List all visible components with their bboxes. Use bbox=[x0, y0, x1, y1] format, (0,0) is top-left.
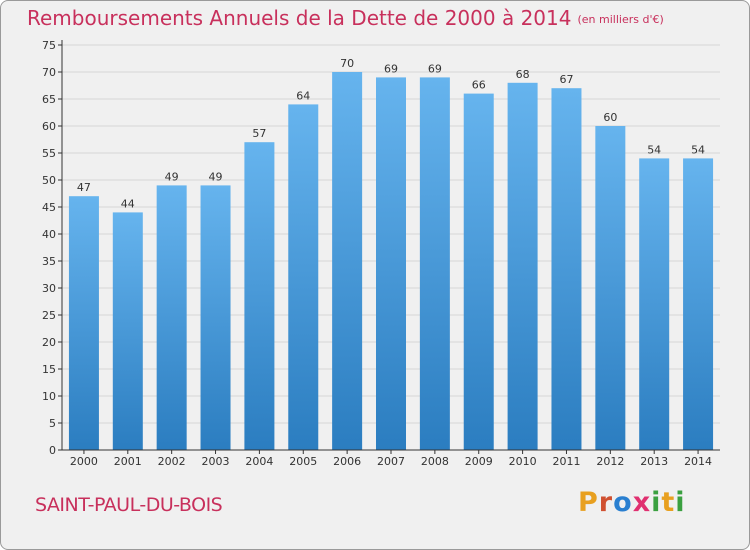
data-label: 49 bbox=[165, 170, 179, 183]
data-label: 69 bbox=[384, 62, 398, 75]
y-tick-label: 55 bbox=[42, 147, 56, 160]
x-tick-label: 2011 bbox=[552, 455, 580, 468]
x-tick-label: 2003 bbox=[202, 455, 230, 468]
y-tick-label: 20 bbox=[42, 336, 56, 349]
y-tick-label: 40 bbox=[42, 228, 56, 241]
bar-2007 bbox=[376, 77, 406, 451]
y-tick-label: 15 bbox=[42, 363, 56, 376]
x-tick-label: 2002 bbox=[158, 455, 186, 468]
y-tick-label: 75 bbox=[42, 39, 56, 52]
logo-letter: i bbox=[651, 487, 662, 518]
bar-2014 bbox=[683, 158, 714, 450]
x-tick-label: 2005 bbox=[289, 455, 317, 468]
data-label: 70 bbox=[340, 57, 354, 70]
bar-2012 bbox=[595, 126, 626, 450]
y-tick-label: 45 bbox=[42, 201, 56, 214]
x-tick-label: 2008 bbox=[421, 455, 449, 468]
logo-letter: o bbox=[613, 487, 633, 518]
logo-letter: t bbox=[661, 487, 676, 518]
y-tick-label: 35 bbox=[42, 255, 56, 268]
proxiti-logo: Proxiti bbox=[578, 487, 686, 518]
logo-letter: i bbox=[675, 487, 686, 518]
bar-2002 bbox=[156, 185, 187, 450]
bar-2010 bbox=[507, 82, 538, 451]
axis-layer: 0 5 10 15 20 25 30 35 40 45 50 55 60 65 70 75 2000 2001 20… bbox=[42, 39, 720, 468]
title-unit: (en milliers d'€) bbox=[577, 13, 664, 26]
x-tick-label: 2009 bbox=[465, 455, 493, 468]
title-text: Remboursements Annuels de la Dette de 20… bbox=[27, 6, 572, 30]
y-tick-label: 0 bbox=[49, 444, 56, 457]
logo-letter: r bbox=[598, 487, 614, 518]
x-tick-label: 2012 bbox=[596, 455, 624, 468]
logo-letter: P bbox=[578, 487, 599, 518]
data-label: 49 bbox=[209, 170, 223, 183]
x-tick-label: 2007 bbox=[377, 455, 405, 468]
data-label: 66 bbox=[472, 79, 486, 92]
data-label: 64 bbox=[296, 89, 310, 102]
x-tick-label: 2013 bbox=[640, 455, 668, 468]
bar-2005 bbox=[288, 104, 319, 451]
y-tick-label: 30 bbox=[42, 282, 56, 295]
y-tick-label: 50 bbox=[42, 174, 56, 187]
y-tick-label: 65 bbox=[42, 93, 56, 106]
x-tick-label: 2010 bbox=[509, 455, 537, 468]
y-tick-label: 25 bbox=[42, 309, 56, 322]
y-tick-label: 70 bbox=[42, 66, 56, 79]
commune-name: SAINT-PAUL-DU-BOIS bbox=[35, 494, 223, 516]
x-tick-label: 2000 bbox=[70, 455, 98, 468]
bar-2001 bbox=[112, 212, 143, 450]
data-label: 69 bbox=[428, 62, 442, 75]
data-label: 47 bbox=[77, 181, 91, 194]
bar-2004 bbox=[244, 142, 275, 450]
data-label: 57 bbox=[252, 127, 266, 140]
x-tick-label: 2014 bbox=[684, 455, 712, 468]
data-label: 68 bbox=[516, 68, 530, 81]
bar-2003 bbox=[200, 185, 231, 450]
bar-2006 bbox=[332, 72, 363, 450]
bar-2000 bbox=[68, 196, 99, 450]
y-tick-label: 10 bbox=[42, 390, 56, 403]
y-tick-label: 60 bbox=[42, 120, 56, 133]
chart-title: Remboursements Annuels de la Dette de 20… bbox=[27, 6, 664, 30]
bar-2009 bbox=[463, 93, 494, 450]
bar-2008 bbox=[419, 77, 450, 451]
bar-layer: 47 44 49 49 57 64 70 69 69 66 68 67 60 54 54 bbox=[68, 57, 714, 451]
data-label: 60 bbox=[603, 111, 617, 124]
data-label: 54 bbox=[647, 143, 661, 156]
x-tick-label: 2004 bbox=[245, 455, 273, 468]
y-tick-label: 5 bbox=[49, 417, 56, 430]
data-label: 67 bbox=[559, 73, 573, 86]
data-label: 54 bbox=[691, 143, 705, 156]
x-tick-label: 2001 bbox=[114, 455, 142, 468]
bar-2013 bbox=[639, 158, 670, 450]
logo-letter: x bbox=[632, 487, 652, 518]
data-label: 44 bbox=[121, 197, 135, 210]
x-tick-label: 2006 bbox=[333, 455, 361, 468]
bar-2011 bbox=[551, 88, 582, 450]
